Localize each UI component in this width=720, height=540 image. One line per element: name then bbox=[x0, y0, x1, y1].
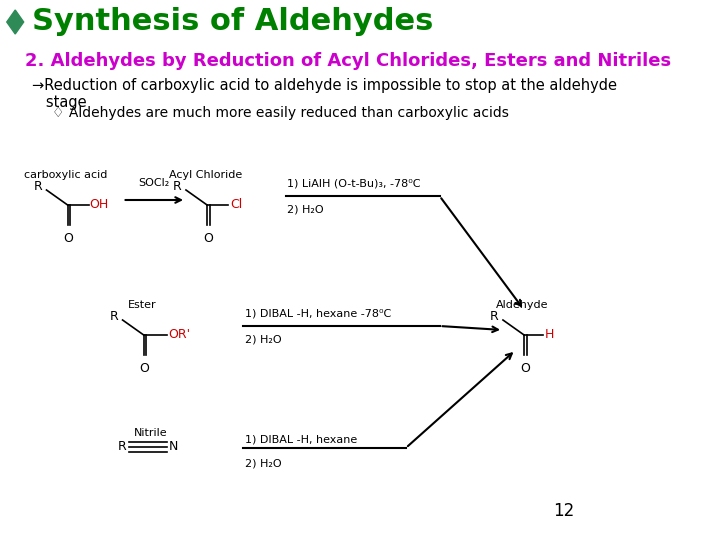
Text: Nitrile: Nitrile bbox=[134, 428, 167, 438]
Polygon shape bbox=[6, 10, 24, 34]
Text: carboxylic acid: carboxylic acid bbox=[24, 170, 107, 180]
Text: N: N bbox=[169, 441, 179, 454]
Text: 1) DIBAL -H, hexane: 1) DIBAL -H, hexane bbox=[245, 435, 357, 445]
Text: R: R bbox=[34, 179, 42, 192]
Text: →Reduction of carboxylic acid to aldehyde is impossible to stop at the aldehyde
: →Reduction of carboxylic acid to aldehyd… bbox=[32, 78, 617, 110]
Text: O: O bbox=[203, 232, 213, 245]
Text: OR': OR' bbox=[168, 328, 190, 341]
Text: SOCl₂: SOCl₂ bbox=[138, 178, 169, 188]
Text: 12: 12 bbox=[554, 502, 575, 520]
Text: 1) LiAlH (O-t-Bu)₃, -78⁰C: 1) LiAlH (O-t-Bu)₃, -78⁰C bbox=[287, 178, 421, 188]
Text: Cl: Cl bbox=[230, 199, 242, 212]
Text: H: H bbox=[544, 328, 554, 341]
Text: Synthesis of Aldehydes: Synthesis of Aldehydes bbox=[32, 8, 433, 37]
Text: R: R bbox=[490, 309, 499, 322]
Text: 2. Aldehydes by Reduction of Acyl Chlorides, Esters and Nitriles: 2. Aldehydes by Reduction of Acyl Chlori… bbox=[25, 52, 672, 70]
Text: R: R bbox=[109, 309, 118, 322]
Text: R: R bbox=[173, 179, 181, 192]
Text: Acyl Chloride: Acyl Chloride bbox=[168, 170, 242, 180]
Text: OH: OH bbox=[89, 199, 108, 212]
Text: 1) DIBAL -H, hexane -78⁰C: 1) DIBAL -H, hexane -78⁰C bbox=[245, 308, 392, 318]
Text: O: O bbox=[63, 232, 73, 245]
Text: Aldehyde: Aldehyde bbox=[496, 300, 549, 310]
Text: 2) H₂O: 2) H₂O bbox=[287, 205, 324, 215]
Text: 2) H₂O: 2) H₂O bbox=[245, 335, 282, 345]
Text: O: O bbox=[140, 362, 150, 375]
Text: ♢ Aldehydes are much more easily reduced than carboxylic acids: ♢ Aldehydes are much more easily reduced… bbox=[53, 106, 509, 120]
Text: R: R bbox=[118, 441, 127, 454]
Text: O: O bbox=[520, 362, 530, 375]
Text: 2) H₂O: 2) H₂O bbox=[245, 458, 282, 468]
Text: Ester: Ester bbox=[127, 300, 156, 310]
